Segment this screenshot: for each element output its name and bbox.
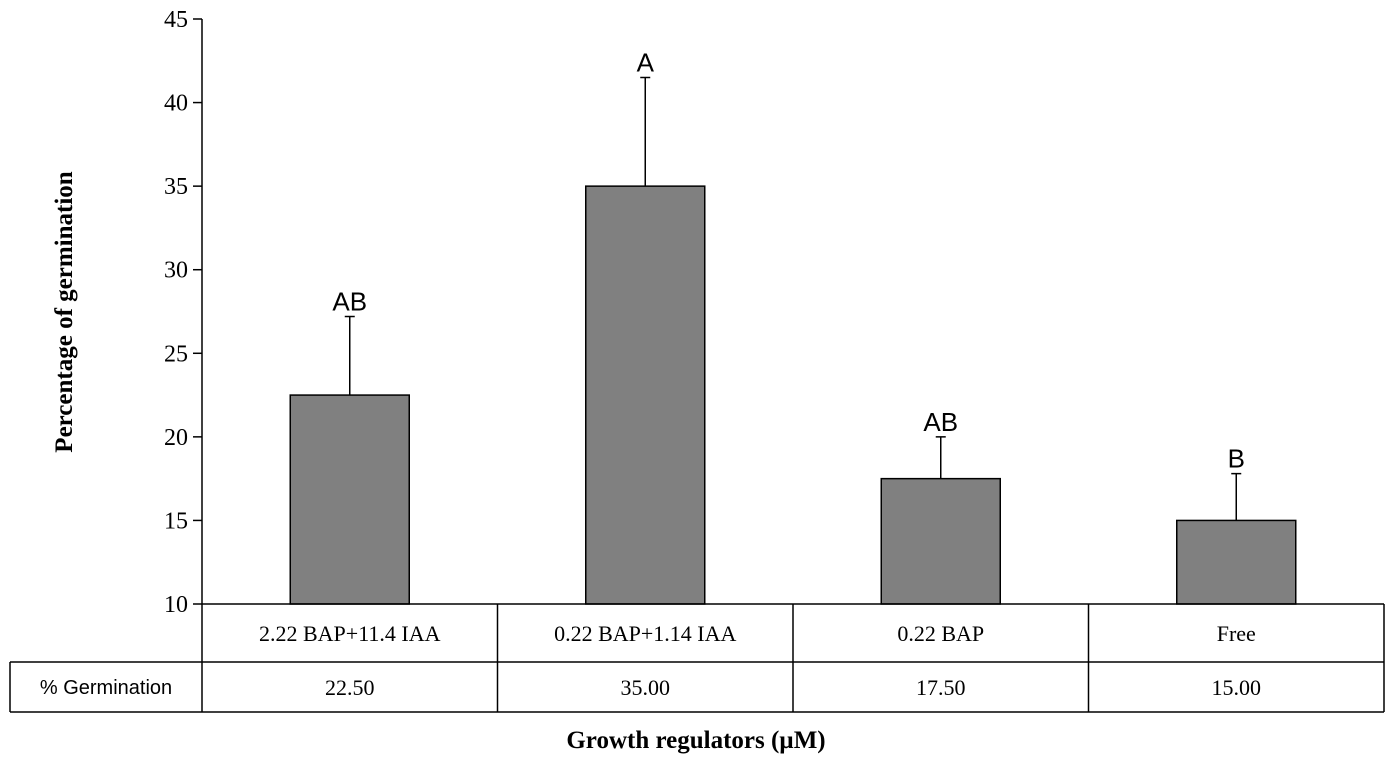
- table-row-label: % Germination: [40, 677, 172, 699]
- y-tick-label: 45: [164, 7, 188, 33]
- y-axis: 10 15 20 25 30 35 40 45: [164, 7, 203, 712]
- bar: [880, 477, 1001, 605]
- y-tick-label: 10: [164, 592, 188, 618]
- y-axis-title: Percentage of germination: [51, 171, 78, 452]
- bar: [1176, 519, 1297, 605]
- bar: [585, 185, 706, 605]
- table-cell-value: 35.00: [621, 675, 671, 700]
- data-table: 2.22 BAP+11.4 IAA 22.50 0.22 BAP+1.14 IAA 3…: [9, 603, 1385, 713]
- table-cell-value: 22.50: [325, 675, 375, 700]
- y-tick-label: 40: [164, 91, 188, 117]
- bars: AB A AB B: [289, 48, 1297, 605]
- significance-label: AB: [332, 287, 367, 317]
- y-tick-label: 15: [164, 508, 188, 534]
- category-label: Free: [1217, 621, 1256, 646]
- y-tick-label: 20: [164, 425, 188, 451]
- x-axis-title: Growth regulators (µM): [566, 727, 825, 754]
- y-tick-label: 25: [164, 341, 188, 367]
- y-tick-label: 35: [164, 174, 188, 200]
- table-cell-value: 17.50: [916, 675, 966, 700]
- significance-label: B: [1228, 444, 1245, 474]
- bar: [289, 394, 410, 605]
- significance-label: A: [637, 48, 655, 78]
- table-cell-value: 15.00: [1212, 675, 1262, 700]
- category-label: 0.22 BAP+1.14 IAA: [554, 621, 736, 646]
- category-label: 0.22 BAP: [897, 621, 984, 646]
- category-label: 2.22 BAP+11.4 IAA: [259, 621, 441, 646]
- significance-label: AB: [923, 407, 958, 437]
- y-tick-label: 30: [164, 258, 188, 284]
